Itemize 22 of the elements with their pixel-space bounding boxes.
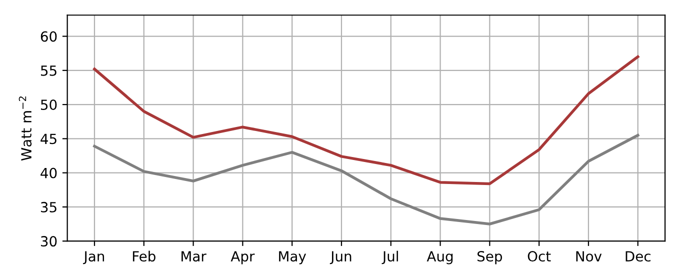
x-tick-label: Oct	[528, 251, 551, 262]
x-tick-label: Jul	[382, 250, 398, 264]
x-tick-label: Jan	[83, 251, 104, 264]
y-tick-label: 40	[40, 168, 57, 178]
x-tick-label: Feb	[132, 250, 156, 262]
y-tick-label: 55	[40, 66, 56, 76]
y-tick-label: 30	[40, 236, 57, 247]
x-tick-label: Dec	[626, 251, 650, 262]
y-tick-label: 50	[40, 100, 57, 110]
x-tick-label: Mar	[182, 251, 206, 262]
y-tick-label: 35	[40, 202, 56, 212]
y-tick-label: 45	[40, 134, 56, 144]
y-axis-title: Watt m$^{−2}$	[18, 96, 32, 161]
x-tick-label: Sep	[478, 251, 502, 264]
x-tick-label: Jun	[330, 251, 352, 264]
x-tick-label: Nov	[576, 251, 602, 262]
x-tick-label: Aug	[426, 251, 453, 264]
y-tick-label: 60	[40, 31, 57, 42]
x-tick-label: May	[279, 251, 306, 264]
x-tick-label: Apr	[230, 251, 255, 264]
line-series	[93, 134, 640, 226]
line-series	[93, 55, 640, 186]
